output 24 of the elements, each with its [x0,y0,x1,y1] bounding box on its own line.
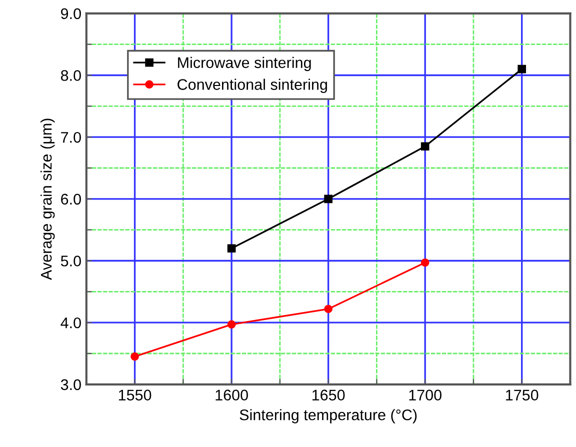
point [227,320,236,329]
point [130,352,139,361]
y-axis-title: Average grain size (μm) [40,118,55,280]
point [324,304,332,314]
y-tick-label: 9.0 [61,8,81,20]
x-tick-label: 1650 [312,390,345,401]
x-tick-label: 1750 [506,390,538,401]
y-tick-label: 6.0 [61,194,81,205]
y-tick-label: 8.0 [60,70,81,81]
x-tick-label: 1700 [409,390,442,401]
legend-label: Conventional sintering [178,78,327,93]
point [518,64,526,74]
text: 3.0 [60,379,81,390]
point [227,244,236,253]
x-tick-label: 1550 [118,390,152,401]
x-axis-title: Sintering temperature (°C) [240,409,417,424]
y-tick-label: 4.0 [60,317,81,328]
y-tick-label: 5.0 [60,256,81,266]
point [324,194,332,204]
point [420,142,430,151]
legend-label: Microwave sintering [178,56,311,72]
x-tick-label: 1600 [216,390,248,401]
y-tick-label: 7.0 [61,132,81,143]
point [420,258,430,267]
